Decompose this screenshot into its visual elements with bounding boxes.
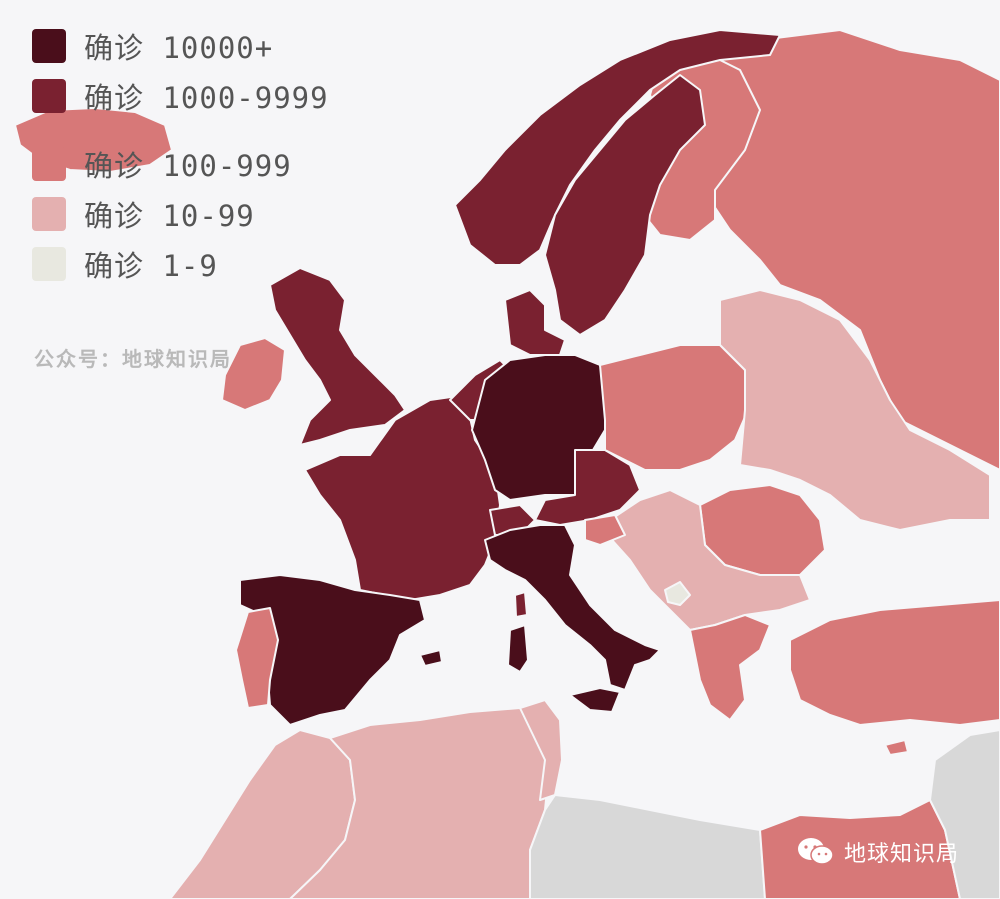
legend-item-10-99: 确诊 10-99	[32, 194, 362, 234]
legend-item-100-999: 确诊 100-999	[32, 144, 362, 184]
region-portugal[interactable]	[235, 607, 279, 709]
region-slovenia[interactable]	[584, 514, 626, 546]
legend-swatch	[32, 29, 66, 63]
legend-swatch	[32, 197, 66, 231]
region-libya[interactable]	[529, 794, 766, 899]
region-sweden[interactable]	[544, 74, 706, 336]
region-sardinia[interactable]	[507, 624, 529, 673]
watermark: 地球知识局	[796, 836, 959, 868]
region-poland[interactable]	[599, 344, 749, 471]
region-montenegro[interactable]	[664, 581, 691, 606]
legend-item-1-9: 确诊 1-9	[32, 244, 362, 284]
region-ireland[interactable]	[221, 337, 286, 411]
region-greece[interactable]	[689, 614, 771, 721]
legend-item-10000-plus: 确诊 10000+	[32, 26, 362, 66]
wechat-icon	[798, 838, 834, 865]
legend-swatch	[32, 79, 66, 113]
region-tunisia[interactable]	[519, 699, 563, 801]
legend-swatch	[32, 247, 66, 281]
legend-label: 确诊 100-999	[84, 149, 292, 183]
watermark-text: 地球知识局	[844, 842, 960, 867]
legend-label: 确诊 1-9	[84, 249, 218, 283]
region-sicily[interactable]	[569, 687, 621, 713]
legend-label: 确诊 1000-9999	[84, 81, 329, 115]
region-belarus-ukraine[interactable]	[719, 289, 991, 531]
region-turkey[interactable]	[789, 599, 1000, 726]
region-balearic[interactable]	[419, 649, 443, 667]
region-corsica[interactable]	[514, 591, 528, 618]
legend-swatch	[32, 147, 66, 181]
region-cyprus[interactable]	[884, 739, 909, 756]
region-middle-east[interactable]	[929, 729, 1000, 899]
legend-label: 确诊 10-99	[84, 199, 255, 233]
region-italy[interactable]	[484, 524, 661, 691]
region-norway[interactable]	[454, 29, 781, 266]
legend-label: 确诊 10000+	[84, 31, 274, 65]
legend: 确诊 10000+ 确诊 1000-9999 确诊 100-999 确诊 10-…	[32, 26, 362, 284]
source-credit: 公众号：地球知识局	[34, 347, 232, 371]
region-denmark[interactable]	[504, 289, 566, 356]
legend-item-1000-9999: 确诊 1000-9999	[32, 76, 362, 116]
region-balkans[interactable]	[609, 489, 811, 631]
region-united-kingdom[interactable]	[269, 267, 406, 446]
